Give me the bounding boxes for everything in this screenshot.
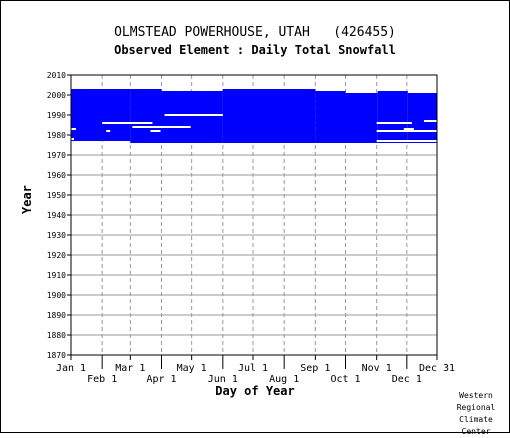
y-tick-label: 1930 <box>47 231 66 240</box>
y-tick-label: 1920 <box>47 251 66 260</box>
y-tick-label: 1890 <box>47 311 66 320</box>
plot-border <box>70 74 438 356</box>
data-block <box>71 89 131 141</box>
credit-text: Western Regional Climate Center <box>456 391 496 436</box>
data-gap <box>106 130 111 132</box>
data-gap <box>132 126 191 128</box>
y-tick-label: 1900 <box>47 291 66 300</box>
data-gap <box>376 130 437 132</box>
data-gap <box>164 114 223 116</box>
data-gap <box>150 130 161 132</box>
y-tick-label: 1950 <box>47 191 66 200</box>
x-tick-label: Aug 1 <box>269 374 299 385</box>
x-tick-label: Mar 1 <box>115 363 145 374</box>
y-tick-label: 1970 <box>47 151 66 160</box>
chart-title: OLMSTEAD POWERHOUSE, UTAH (426455) <box>114 25 396 40</box>
data-gap <box>376 122 412 124</box>
data-gap <box>423 120 437 122</box>
x-tick-label: Dec 31 <box>419 363 455 374</box>
data-gap <box>102 122 153 124</box>
x-tick-label: Jan 1 <box>56 363 86 374</box>
y-tick-label: 1960 <box>47 171 66 180</box>
x-tick-label: Nov 1 <box>362 363 392 374</box>
y-tick-label: 2000 <box>47 91 66 100</box>
y-tick-label: 1910 <box>47 271 66 280</box>
x-tick-label: Apr 1 <box>146 374 176 385</box>
data-block <box>130 89 162 143</box>
y-tick-label: 1870 <box>47 351 66 360</box>
data-gap <box>376 140 437 142</box>
chart-subtitle: Observed Element : Daily Total Snowfall <box>114 43 396 57</box>
y-tick-label: 1940 <box>47 211 66 220</box>
data-block <box>345 93 378 143</box>
data-gap <box>403 128 414 130</box>
data-block <box>222 89 316 143</box>
x-tick-label: Jun 1 <box>208 374 238 385</box>
x-tick-label: Feb 1 <box>87 374 117 385</box>
y-tick-label: 1990 <box>47 111 66 120</box>
y-tick-label: 1980 <box>47 131 66 140</box>
data-gap <box>71 138 75 140</box>
data-block <box>315 91 346 143</box>
x-tick-label: Jul 1 <box>238 363 268 374</box>
x-tick-label: Dec 1 <box>392 374 422 385</box>
data-gap <box>71 128 77 130</box>
data-block <box>377 91 408 143</box>
data-block <box>161 91 223 143</box>
y-tick-label: 1880 <box>47 331 66 340</box>
x-tick-label: Oct 1 <box>330 374 360 385</box>
x-tick-label: Sep 1 <box>300 363 330 374</box>
y-tick-label: 2010 <box>47 71 66 80</box>
x-axis-label: Day of Year <box>215 384 295 398</box>
data-block <box>407 93 437 143</box>
x-tick-label: May 1 <box>177 363 207 374</box>
